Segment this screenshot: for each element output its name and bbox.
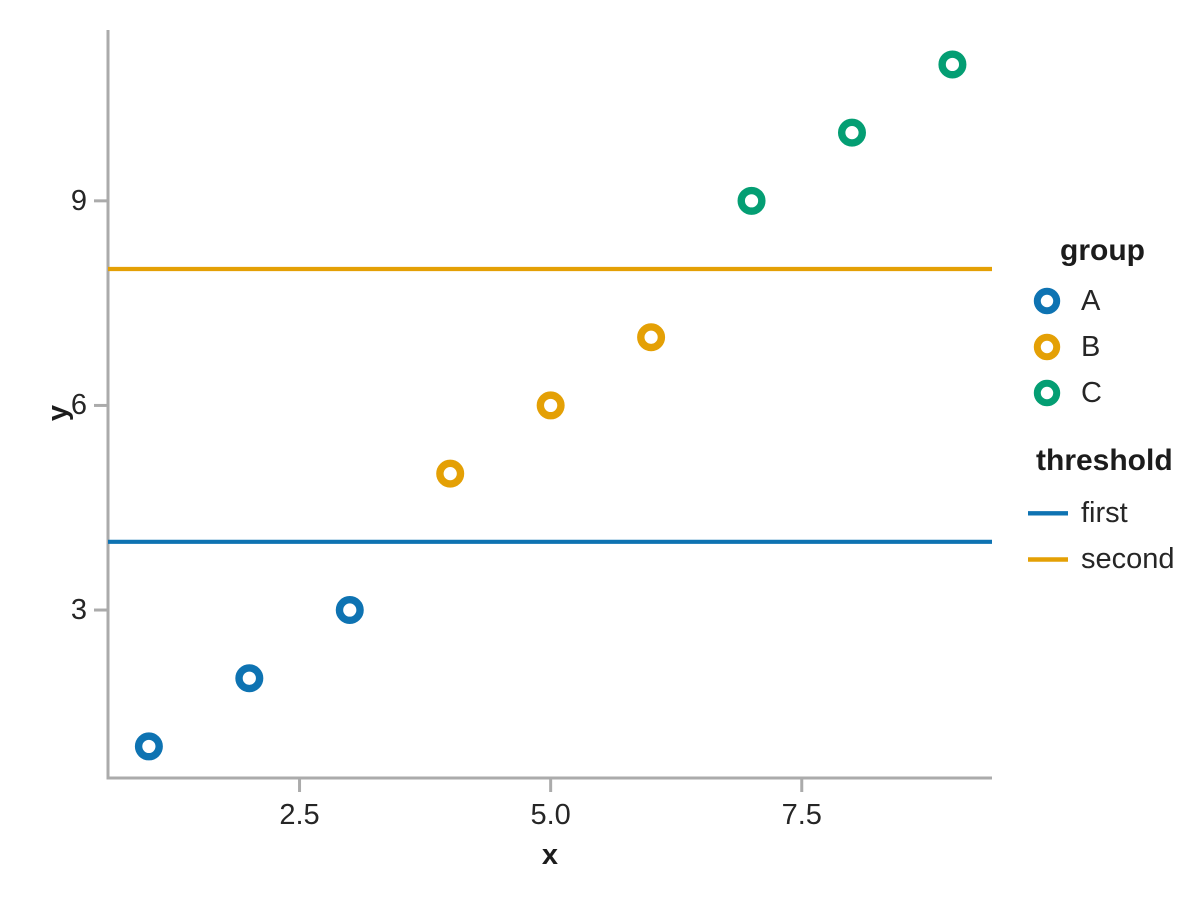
legend-item-label-A: A [1081,285,1101,317]
legend-item-label-B: B [1081,331,1101,363]
y-tick-label: 3 [70,594,87,627]
legend-item-label-first: first [1081,496,1128,529]
x-tick-label: 7.5 [781,799,822,831]
y-tick-label: 9 [70,184,87,217]
data-point-C [737,186,766,215]
x-axis-label: x [541,839,559,871]
y-tick-label: 6 [70,389,87,422]
legend-item-label-second: second [1081,543,1175,575]
legend-group-title: group [1060,234,1145,267]
data-point-B [536,391,565,420]
x-tick-label: 5.0 [530,799,571,831]
data-point-A [235,664,264,693]
data-point-C [938,50,967,79]
x-tick-label: 2.5 [279,799,320,831]
data-point-B [637,323,666,352]
legend-marker-A [1033,287,1061,315]
data-point-C [837,118,866,147]
legend-marker-B [1033,333,1061,361]
data-point-A [134,732,163,761]
legend-marker-C [1033,379,1061,407]
legend-item-label-C: C [1081,377,1102,409]
legend-threshold-title: threshold [1036,444,1173,477]
data-point-B [436,459,465,488]
data-point-A [335,596,364,625]
